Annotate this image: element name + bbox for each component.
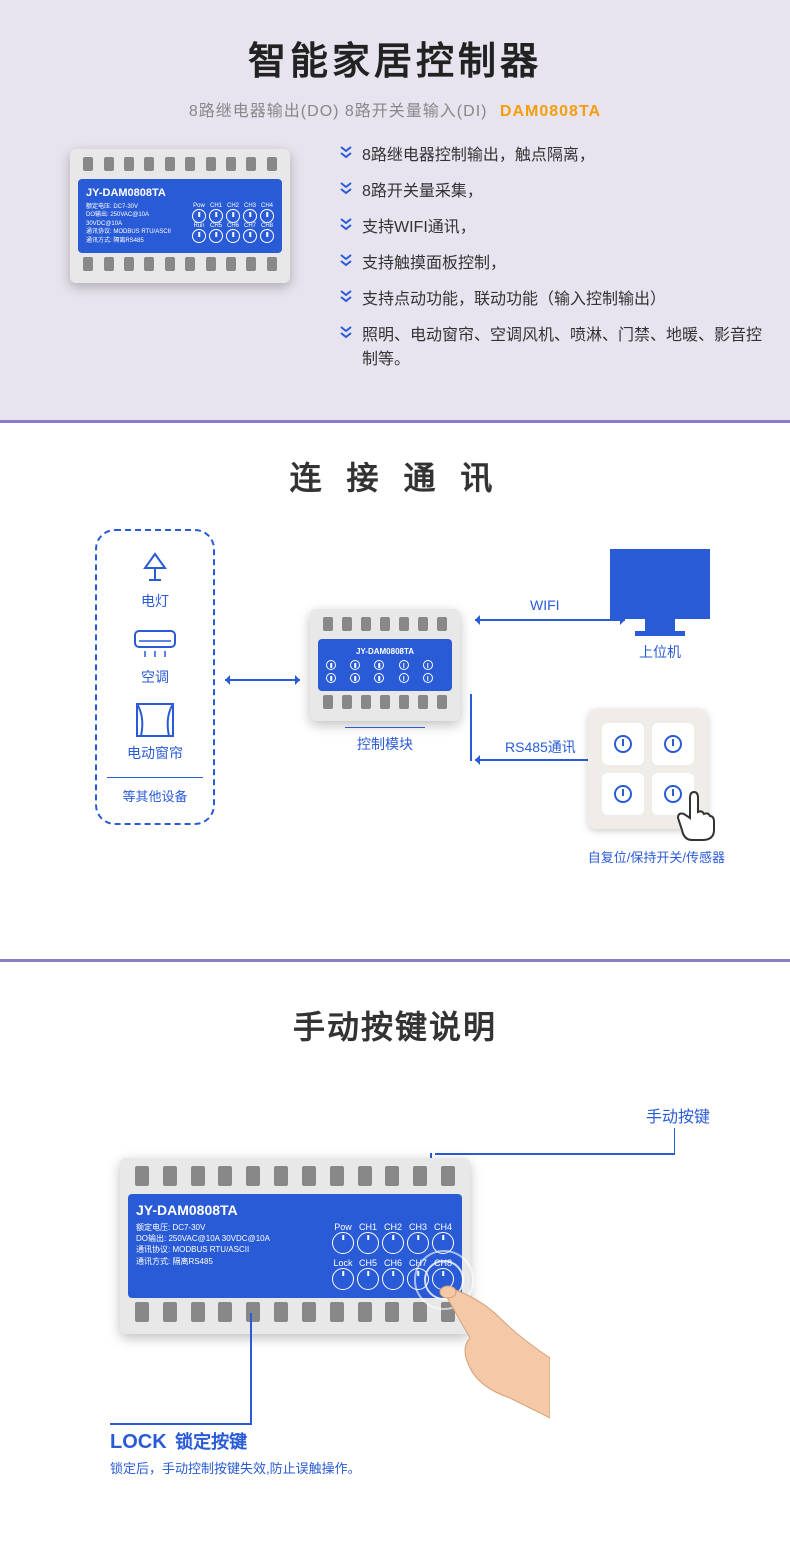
section3-title: 手动按键说明 [30, 1002, 760, 1048]
section-intro: 智能家居控制器 8路继电器输出(DO) 8路开关量输入(DI) DAM0808T… [0, 0, 790, 420]
chevron-icon [340, 144, 352, 166]
feature-item: 支持WIFI通讯， [362, 216, 476, 240]
aircon-icon [107, 625, 203, 663]
rs485-label: RS485通讯 [505, 737, 576, 757]
chevron-icon [340, 252, 352, 274]
model-code: DAM0808TA [500, 103, 601, 120]
device-image-area: JY-DAM0808TA 额定电压: DC7-30VDO输出: 250VAC@1… [20, 139, 340, 384]
lock-description: 锁定后，手动控制按键失效,防止误触操作。 [110, 1458, 361, 1477]
arrow-bidirectional [225, 679, 300, 681]
lamp-icon [107, 549, 203, 587]
lock-callout: LOCK 锁定按键 锁定后，手动控制按键失效,防止误触操作。 [110, 1428, 361, 1477]
chevron-icon [340, 288, 352, 310]
device-label: 电灯 [107, 591, 203, 611]
feature-list: 8路继电器控制输出，触点隔离， 8路开关量采集， 支持WIFI通讯， 支持触摸面… [340, 139, 770, 384]
monitor-label: 上位机 [610, 642, 710, 662]
chevron-icon [340, 216, 352, 238]
connection-diagram: 电灯 空调 电动窗帘 等其他设备 JY-DAM0808T [30, 529, 760, 909]
switch-label: 自复位/保持开关/传感器 [588, 847, 725, 866]
callout-line [435, 1153, 675, 1155]
devices-footer: 等其他设备 [107, 777, 203, 805]
devices-box: 电灯 空调 电动窗帘 等其他设备 [95, 529, 215, 825]
touch-panel-icon [588, 709, 708, 829]
feature-item: 照明、电动窗帘、空调风机、喷淋、门禁、地暖、影音控制等。 [362, 324, 770, 372]
main-title: 智能家居控制器 [20, 30, 770, 85]
monitor-icon [610, 549, 710, 619]
callout-line [110, 1423, 252, 1425]
manual-button-callout: 手动按键 [646, 1103, 710, 1127]
chevron-icon [340, 180, 352, 202]
device-spec-text: 额定电压: DC7-30VDO输出: 250VAC@10A 30VDC@10A通… [136, 1222, 326, 1290]
finger-icon [430, 1278, 550, 1428]
callout-line [250, 1313, 252, 1423]
device-illustration: JY-DAM0808TA 额定电压: DC7-30VDO输出: 250VAC@1… [70, 149, 290, 283]
monitor: 上位机 [610, 549, 710, 662]
wifi-label: WIFI [530, 597, 560, 613]
device-model-label: JY-DAM0808TA [86, 187, 274, 199]
feature-item: 支持触摸面板控制， [362, 252, 506, 276]
section-connection: 连 接 通 讯 电灯 空调 电动窗帘 等其他设备 [0, 423, 790, 959]
feature-item: 8路开关量采集， [362, 180, 483, 204]
section-manual: 手动按键说明 手动按键 JY-DAM0808TA 额定电压: DC7-30VDO… [0, 962, 790, 1548]
hand-icon [670, 788, 718, 844]
device-illustration-small: JY-DAM0808TA [310, 609, 460, 721]
feature-item: 8路继电器控制输出，触点隔离， [362, 144, 595, 168]
lock-title-en: LOCK [110, 1431, 167, 1453]
connector-line [470, 694, 472, 761]
chevron-icon [340, 324, 352, 346]
device-label: 电动窗帘 [107, 743, 203, 763]
subtitle-row: 8路继电器输出(DO) 8路开关量输入(DI) DAM0808TA [20, 97, 770, 121]
lock-title-cn: 锁定按键 [175, 1432, 247, 1452]
feature-item: 支持点动功能，联动功能（输入控制输出） [362, 288, 666, 312]
device-spec-text: 额定电压: DC7-30VDO输出: 250VAC@10A 30VDC@10A通… [86, 203, 186, 245]
arrow-wifi [475, 619, 625, 621]
section2-title: 连 接 通 讯 [30, 453, 760, 499]
curtain-icon [107, 701, 203, 739]
control-module-label: 控制模块 [310, 734, 460, 754]
device-label: 空调 [107, 667, 203, 687]
callout-line [674, 1128, 676, 1153]
control-module: JY-DAM0808TA 控制模块 [310, 609, 460, 754]
manual-diagram: 手动按键 JY-DAM0808TA 额定电压: DC7-30VDO输出: 250… [30, 1088, 760, 1488]
switch-panel: 自复位/保持开关/传感器 [588, 709, 725, 866]
device-illustration-large: JY-DAM0808TA 额定电压: DC7-30VDO输出: 250VAC@1… [120, 1158, 470, 1334]
subtitle-grey: 8路继电器输出(DO) 8路开关量输入(DI) [189, 103, 488, 120]
